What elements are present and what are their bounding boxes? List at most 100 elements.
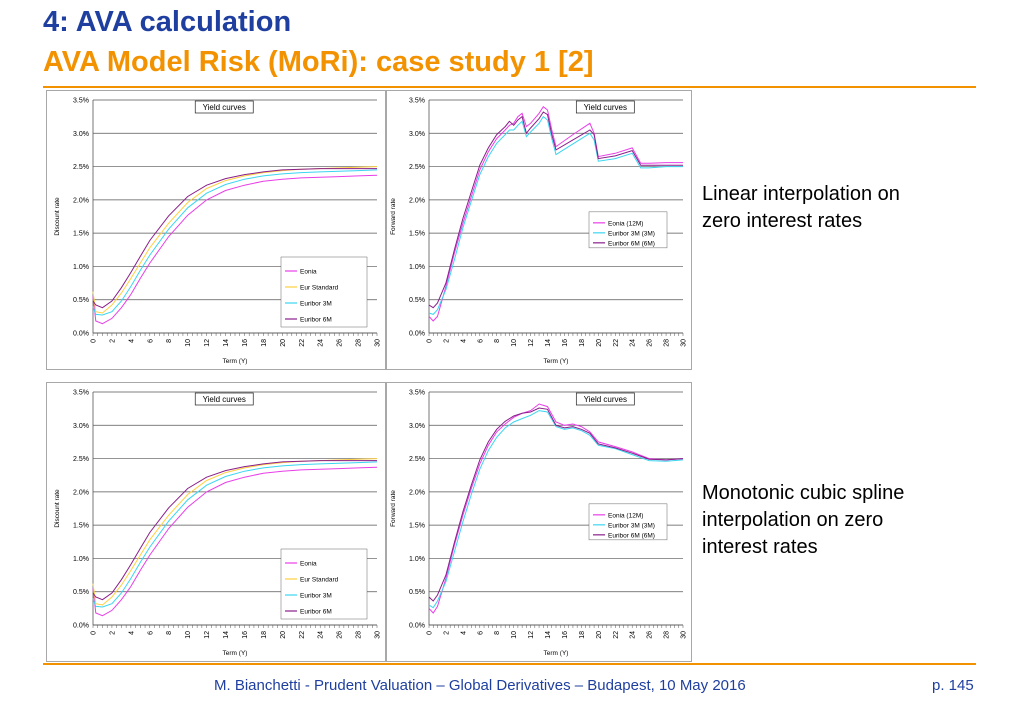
chart-title: Yield curves	[584, 103, 627, 112]
legend-label: Eonia (12M)	[608, 512, 643, 519]
y-axis-label: Forward rate	[390, 198, 397, 235]
x-tick-label: 0	[427, 631, 434, 635]
x-tick-label: 26	[337, 339, 344, 347]
legend-label: Euribor 6M	[300, 317, 332, 324]
x-tick-label: 14	[223, 631, 230, 639]
legend-label: Euribor 3M	[300, 593, 332, 600]
legend: Eonia (12M) Euribor 3M (3M) Euribor 6M (6M…	[588, 211, 668, 249]
legend-label: Euribor 6M (6M)	[608, 240, 655, 247]
legend-label: Eonia (12M)	[608, 220, 643, 227]
chart-title: Yield curves	[203, 103, 246, 112]
y-tick-label: 2.0%	[73, 489, 89, 496]
legend-label: Eonia	[300, 561, 317, 568]
series-line-1	[428, 410, 684, 609]
x-tick-label: 18	[261, 339, 268, 347]
x-tick-label: 4	[128, 339, 135, 343]
x-tick-label: 28	[664, 631, 671, 639]
chart-title-frame	[575, 100, 635, 114]
y-tick-label: 2.0%	[73, 197, 89, 204]
y-axis-label: Forward rate	[390, 490, 397, 527]
x-tick-label: 14	[545, 339, 552, 347]
x-axis-label: Term (Y)	[544, 358, 569, 365]
y-tick-label: 0.0%	[409, 331, 425, 338]
x-tick-label: 30	[375, 631, 382, 639]
x-tick-label: 22	[613, 631, 620, 639]
series-line-3	[92, 460, 377, 601]
x-tick-label: 12	[528, 631, 535, 639]
x-tick-label: 30	[681, 339, 688, 347]
y-tick-label: 3.0%	[409, 131, 425, 138]
x-tick-label: 20	[596, 631, 603, 639]
x-tick-label: 18	[261, 631, 268, 639]
chart-title-frame	[575, 392, 635, 406]
chart-svg: 0.0%0.5%1.0%1.5%2.0%2.5%3.0%3.5%0 2 4 6 8 10 1…	[390, 98, 688, 366]
x-tick-label: 4	[128, 631, 135, 635]
y-tick-label: 0.0%	[409, 623, 425, 630]
y-tick-label: 2.5%	[73, 164, 89, 171]
chart-discount-spline: 0.0% 0.5% 1.0% 1.5% 2.0% 2.5% 3.0% 3.5% 0 2 4 6 8 10 1…	[46, 382, 386, 662]
x-tick-label: 14	[545, 631, 552, 639]
x-tick-label: 6	[147, 339, 154, 343]
series-line-2	[92, 461, 378, 608]
y-tick-label: 0.0%	[73, 623, 89, 630]
y-tick-label: 1.5%	[73, 523, 89, 530]
x-tick-label: 14	[223, 339, 230, 347]
y-axis-label: Discount rate	[54, 197, 61, 236]
x-tick-label: 24	[318, 631, 325, 639]
x-tick-label: 26	[647, 631, 654, 639]
y-tick-label: 3.5%	[409, 390, 425, 397]
x-tick-label: 28	[356, 631, 363, 639]
y-tick-label: 2.0%	[409, 489, 425, 496]
series-line-0	[92, 174, 378, 325]
chart-title-frame	[194, 392, 254, 406]
chart-svg: 0.0%0.5%1.0%1.5%2.0%2.5%3.0%3.5%0 2 4 6 8 10 1…	[54, 390, 382, 658]
series-line-0	[428, 105, 683, 322]
x-tick-label: 20	[280, 339, 287, 347]
y-tick-label: 3.0%	[409, 423, 425, 430]
y-tick-label: 3.5%	[73, 390, 89, 397]
legend-label: Euribor 6M (6M)	[608, 532, 655, 539]
x-tick-label: 10	[511, 339, 518, 347]
x-axis-label: Term (Y)	[223, 650, 248, 657]
x-tick-label: 24	[630, 339, 637, 347]
x-tick-label: 16	[562, 631, 569, 639]
x-tick-label: 16	[562, 339, 569, 347]
legend: Eonia (12M) Euribor 3M (3M) Euribor 6M (6M…	[588, 503, 668, 541]
chart-svg: 0.0%0.5%1.0%1.5%2.0%2.5%3.0%3.5%0 2 4 6 8 10 1…	[54, 98, 382, 366]
footer-divider	[43, 663, 976, 665]
legend-label: Eur Standard	[300, 285, 339, 292]
x-tick-label: 8	[494, 631, 501, 635]
x-tick-label: 30	[681, 631, 688, 639]
x-tick-label: 22	[299, 631, 306, 639]
chart-title: Yield curves	[584, 395, 627, 404]
y-tick-label: 3.5%	[73, 98, 89, 105]
x-tick-label: 10	[185, 631, 192, 639]
y-tick-label: 2.5%	[73, 456, 89, 463]
x-tick-label: 22	[299, 339, 306, 347]
chart-forward-linear: 0.0% 0.5% 1.0% 1.5% 2.0% 2.5% 3.0% 3.5% 0 2 4 6 8 10 1…	[386, 90, 692, 370]
y-tick-label: 1.5%	[73, 231, 89, 238]
chart-discount-linear: 0.0% 0.5% 1.0% 1.5% 2.0% 2.5% 3.0% 3.5% 0 2 4 6 8 10 1…	[46, 90, 386, 370]
x-tick-label: 8	[494, 339, 501, 343]
chart-svg: 0.0%0.5%1.0%1.5%2.0%2.5%3.0%3.5%0 2 4 6 8 10 1…	[390, 390, 688, 658]
x-tick-label: 16	[242, 339, 249, 347]
x-tick-label: 6	[147, 631, 154, 635]
y-tick-label: 1.5%	[409, 231, 425, 238]
legend-frame	[280, 548, 368, 620]
chart-title-box: Yield curves	[575, 100, 635, 114]
slide-subtitle: AVA Model Risk (MoRi): case study 1 [2]	[43, 46, 594, 78]
x-tick-label: 2	[443, 631, 450, 635]
y-tick-label: 0.0%	[73, 331, 89, 338]
legend: Eonia Eur Standard Euribor 3M Euribor 6M	[280, 256, 368, 328]
footer-text: M. Bianchetti - Prudent Valuation – Glob…	[214, 677, 746, 694]
x-tick-label: 2	[443, 339, 450, 343]
y-tick-label: 1.5%	[409, 523, 425, 530]
x-tick-label: 10	[511, 631, 518, 639]
legend-frame	[588, 503, 668, 541]
legend-label: Euribor 3M (3M)	[608, 522, 655, 529]
x-tick-label: 2	[109, 631, 116, 635]
chart-title: Yield curves	[203, 395, 246, 404]
page-number: p. 145	[932, 677, 974, 694]
chart-title-box: Yield curves	[575, 392, 635, 406]
legend-frame	[280, 256, 368, 328]
